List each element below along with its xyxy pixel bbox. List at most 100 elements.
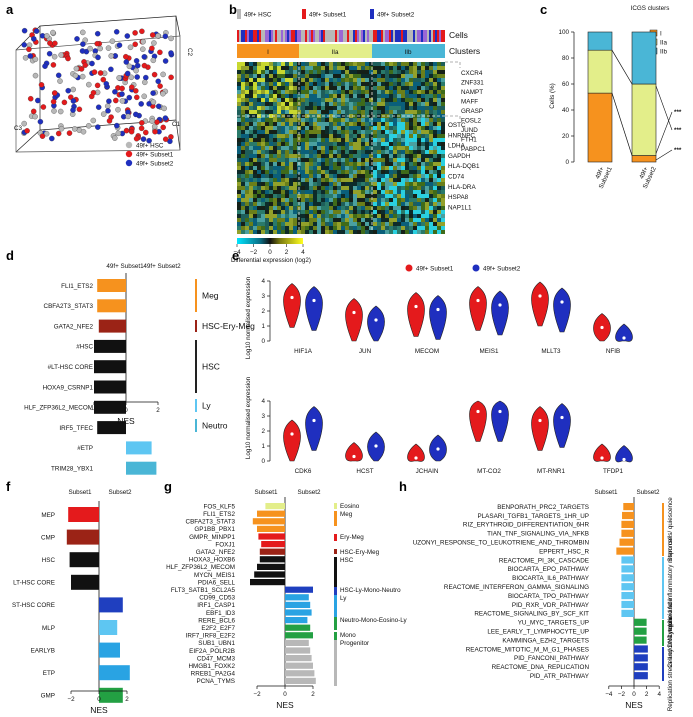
heatmap-cell bbox=[433, 182, 437, 186]
heatmap-cell bbox=[273, 110, 277, 114]
heatmap-cell bbox=[289, 214, 293, 218]
heatmap-cell bbox=[433, 74, 437, 78]
heatmap-cell bbox=[317, 194, 321, 198]
heatmap-cell bbox=[357, 154, 361, 158]
bar bbox=[621, 583, 634, 591]
cell-strip-tick bbox=[393, 30, 395, 42]
heatmap-cell bbox=[301, 66, 305, 70]
heatmap-cell bbox=[305, 198, 309, 202]
panel-g-label: g bbox=[164, 479, 172, 494]
heatmap-cell bbox=[329, 226, 333, 230]
pca-point bbox=[140, 38, 146, 45]
pca-point bbox=[119, 98, 126, 104]
heatmap-cell bbox=[397, 150, 401, 154]
heatmap-cell bbox=[289, 106, 293, 110]
cell-strip-tick bbox=[375, 30, 377, 42]
pca-point bbox=[160, 90, 166, 97]
group-label: HSC-Ery-Meg bbox=[202, 321, 255, 331]
heatmap-cell bbox=[397, 126, 401, 130]
pca-point bbox=[27, 95, 34, 102]
heatmap-cell bbox=[365, 86, 369, 90]
heatmap-cell bbox=[353, 146, 357, 150]
cell-strip-tick bbox=[325, 30, 327, 42]
pca-point bbox=[55, 130, 62, 137]
heatmap-cell bbox=[397, 86, 401, 90]
heatmap-cell bbox=[349, 114, 353, 118]
heatmap-cell bbox=[365, 138, 369, 142]
heatmap-cell bbox=[313, 130, 317, 134]
bar bbox=[285, 601, 311, 608]
pca-point bbox=[90, 89, 97, 96]
heatmap-cell bbox=[321, 174, 325, 178]
heatmap-cell bbox=[245, 206, 249, 210]
heatmap-cell bbox=[401, 78, 405, 82]
heatmap-cell bbox=[397, 110, 401, 114]
pca-point bbox=[70, 86, 76, 93]
heatmap-cell bbox=[433, 194, 437, 198]
heatmap-cell bbox=[373, 182, 377, 186]
heatmap-cell bbox=[437, 98, 441, 102]
heatmap-cell bbox=[353, 78, 357, 82]
heatmap-cell bbox=[409, 90, 413, 94]
heatmap-cell bbox=[441, 162, 445, 166]
heatmap-cell bbox=[325, 154, 329, 158]
heatmap-cell bbox=[421, 126, 425, 130]
heatmap-cell bbox=[285, 94, 289, 98]
heatmap-cell bbox=[381, 206, 385, 210]
heatmap-cell bbox=[333, 142, 337, 146]
heatmap-cell bbox=[257, 138, 261, 142]
gene-label: FOSL2 bbox=[461, 118, 481, 125]
heatmap-cell bbox=[405, 94, 409, 98]
heatmap-cell bbox=[357, 218, 361, 222]
heatmap-cell bbox=[321, 82, 325, 86]
heatmap-cell bbox=[293, 214, 297, 218]
heatmap-cell bbox=[285, 102, 289, 106]
violin bbox=[407, 292, 425, 337]
pca-point bbox=[150, 99, 157, 105]
heatmap-cell bbox=[269, 78, 273, 82]
heatmap-cell bbox=[405, 222, 409, 226]
cluster-label-IIa: IIa bbox=[331, 49, 338, 56]
heatmap-cell bbox=[281, 110, 285, 114]
heatmap-cell bbox=[401, 150, 405, 154]
heatmap-cell bbox=[305, 142, 309, 146]
pca-point bbox=[90, 117, 97, 124]
heatmap-cell bbox=[429, 110, 433, 114]
c-connector bbox=[611, 50, 633, 85]
heatmap-cell bbox=[301, 70, 305, 74]
heatmap-cell bbox=[437, 82, 441, 86]
cell-strip-tick bbox=[291, 30, 293, 42]
heatmap-cell bbox=[429, 206, 433, 210]
heatmap-cell bbox=[437, 190, 441, 194]
heatmap-cell bbox=[237, 146, 241, 150]
heatmap-cell bbox=[361, 190, 365, 194]
heatmap-cell bbox=[361, 186, 365, 190]
bar-label: BIOCARTA_TPO_PATHWAY bbox=[508, 593, 590, 600]
heatmap-cell bbox=[353, 214, 357, 218]
x-tick-label: −2 bbox=[67, 696, 75, 703]
heatmap-cell bbox=[245, 138, 249, 142]
heatmap-cell bbox=[421, 78, 425, 82]
heatmap-cell bbox=[401, 106, 405, 110]
heatmap-cell bbox=[301, 102, 305, 106]
heatmap-cell bbox=[341, 106, 345, 110]
heatmap-cell bbox=[309, 102, 313, 106]
heatmap-cell bbox=[365, 70, 369, 74]
heatmap-cell bbox=[309, 154, 313, 158]
heatmap-cell bbox=[285, 122, 289, 126]
heatmap-cell bbox=[401, 162, 405, 166]
heatmap-cell bbox=[285, 194, 289, 198]
heatmap-cell bbox=[393, 150, 397, 154]
heatmap-cell bbox=[397, 170, 401, 174]
pca-point bbox=[79, 73, 86, 80]
pca-point bbox=[95, 104, 102, 110]
g-group-marker bbox=[334, 587, 337, 595]
heatmap-cell bbox=[357, 178, 361, 182]
heatmap-cell bbox=[357, 210, 361, 214]
heatmap-cell bbox=[437, 154, 441, 158]
heatmap-cell bbox=[325, 106, 329, 110]
heatmap-cell bbox=[241, 66, 245, 70]
heatmap-cell bbox=[413, 118, 417, 122]
pca-point bbox=[106, 118, 113, 124]
bar-label: EPPERT_HSC_R bbox=[539, 548, 589, 555]
